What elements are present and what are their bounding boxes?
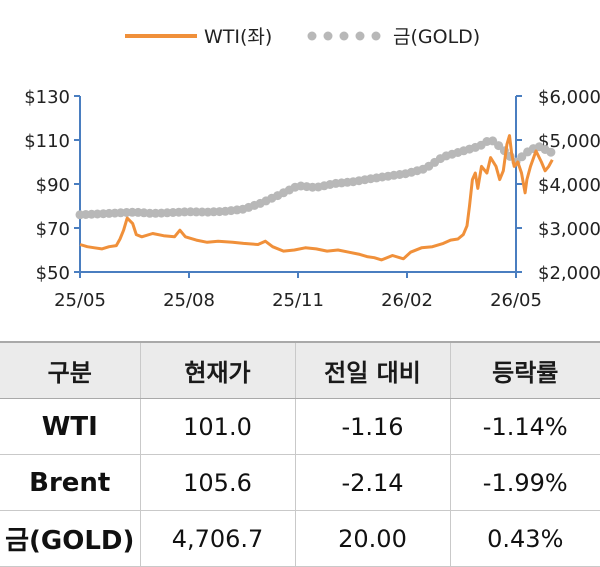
x-tick-label: 26/02 <box>381 290 433 311</box>
x-tick-label: 25/11 <box>272 290 324 311</box>
y-left-ticks: $130 $110 $90 $70 $50 <box>24 87 80 284</box>
legend-wti-label: WTI(좌) <box>204 26 272 48</box>
x-ticks: 25/05 25/08 25/11 26/02 26/05 <box>54 272 542 311</box>
wti-series-line <box>79 134 554 262</box>
header-pct: 등락률 <box>450 341 600 399</box>
row-pct: 0.43% <box>450 510 600 567</box>
row-name: WTI <box>0 398 141 455</box>
x-tick-label: 25/08 <box>163 290 215 311</box>
legend-gold-swatch <box>307 31 381 41</box>
row-price: 4,706.7 <box>140 510 296 567</box>
x-tick-label: 25/05 <box>54 290 106 311</box>
y-left-tick-label: $50 <box>36 263 70 284</box>
gold-point <box>546 147 556 157</box>
y-left-tick-label: $110 <box>24 131 70 152</box>
table-header-row: 구분 현재가 전일 대비 등락률 <box>0 341 600 399</box>
gold-series <box>75 136 556 220</box>
y-left-tick-label: $130 <box>24 87 70 108</box>
row-name: 금(GOLD) <box>0 510 141 567</box>
price-table: 구분 현재가 전일 대비 등락률 WTI 101.0 -1.16 -1.14% … <box>0 341 600 567</box>
chart-area: WTI(좌) 금(GOLD) $130 $110 $90 $70 $50 $6,000 $… <box>24 26 600 311</box>
table-row: Brent 105.6 -2.14 -1.99% <box>0 454 600 511</box>
row-pct: -1.99% <box>450 454 600 511</box>
row-change: -1.16 <box>295 398 451 455</box>
y-right-ticks: $6,000 $5,000 $4,000 $3,000 $2,000 <box>516 87 600 284</box>
table-row: WTI 101.0 -1.16 -1.14% <box>0 398 600 455</box>
gold-point <box>494 141 504 151</box>
y-right-tick-label: $4,000 <box>538 175 600 196</box>
row-price: 105.6 <box>140 454 296 511</box>
row-change: 20.00 <box>295 510 451 567</box>
price-chart: WTI(좌) 금(GOLD) $130$110$90$70$50 $6,000$… <box>24 26 600 311</box>
y-right-tick-label: $3,000 <box>538 219 600 240</box>
x-tick-label: 26/05 <box>490 290 542 311</box>
y-right-tick-label: $5,000 <box>538 131 600 152</box>
row-name: Brent <box>0 454 141 511</box>
legend-gold-label: 금(GOLD) <box>393 26 480 48</box>
header-price: 현재가 <box>140 341 296 399</box>
y-left-tick-label: $70 <box>36 219 70 240</box>
table-row: 금(GOLD) 4,706.7 20.00 0.43% <box>0 510 600 567</box>
row-change: -2.14 <box>295 454 451 511</box>
header-change: 전일 대비 <box>295 341 451 399</box>
y-right-tick-label: $2,000 <box>538 263 600 284</box>
y-right-tick-label: $6,000 <box>538 87 600 108</box>
row-price: 101.0 <box>140 398 296 455</box>
header-category: 구분 <box>0 341 141 399</box>
legend: WTI(좌) 금(GOLD) <box>125 26 480 48</box>
y-left-tick-label: $90 <box>36 175 70 196</box>
row-pct: -1.14% <box>450 398 600 455</box>
